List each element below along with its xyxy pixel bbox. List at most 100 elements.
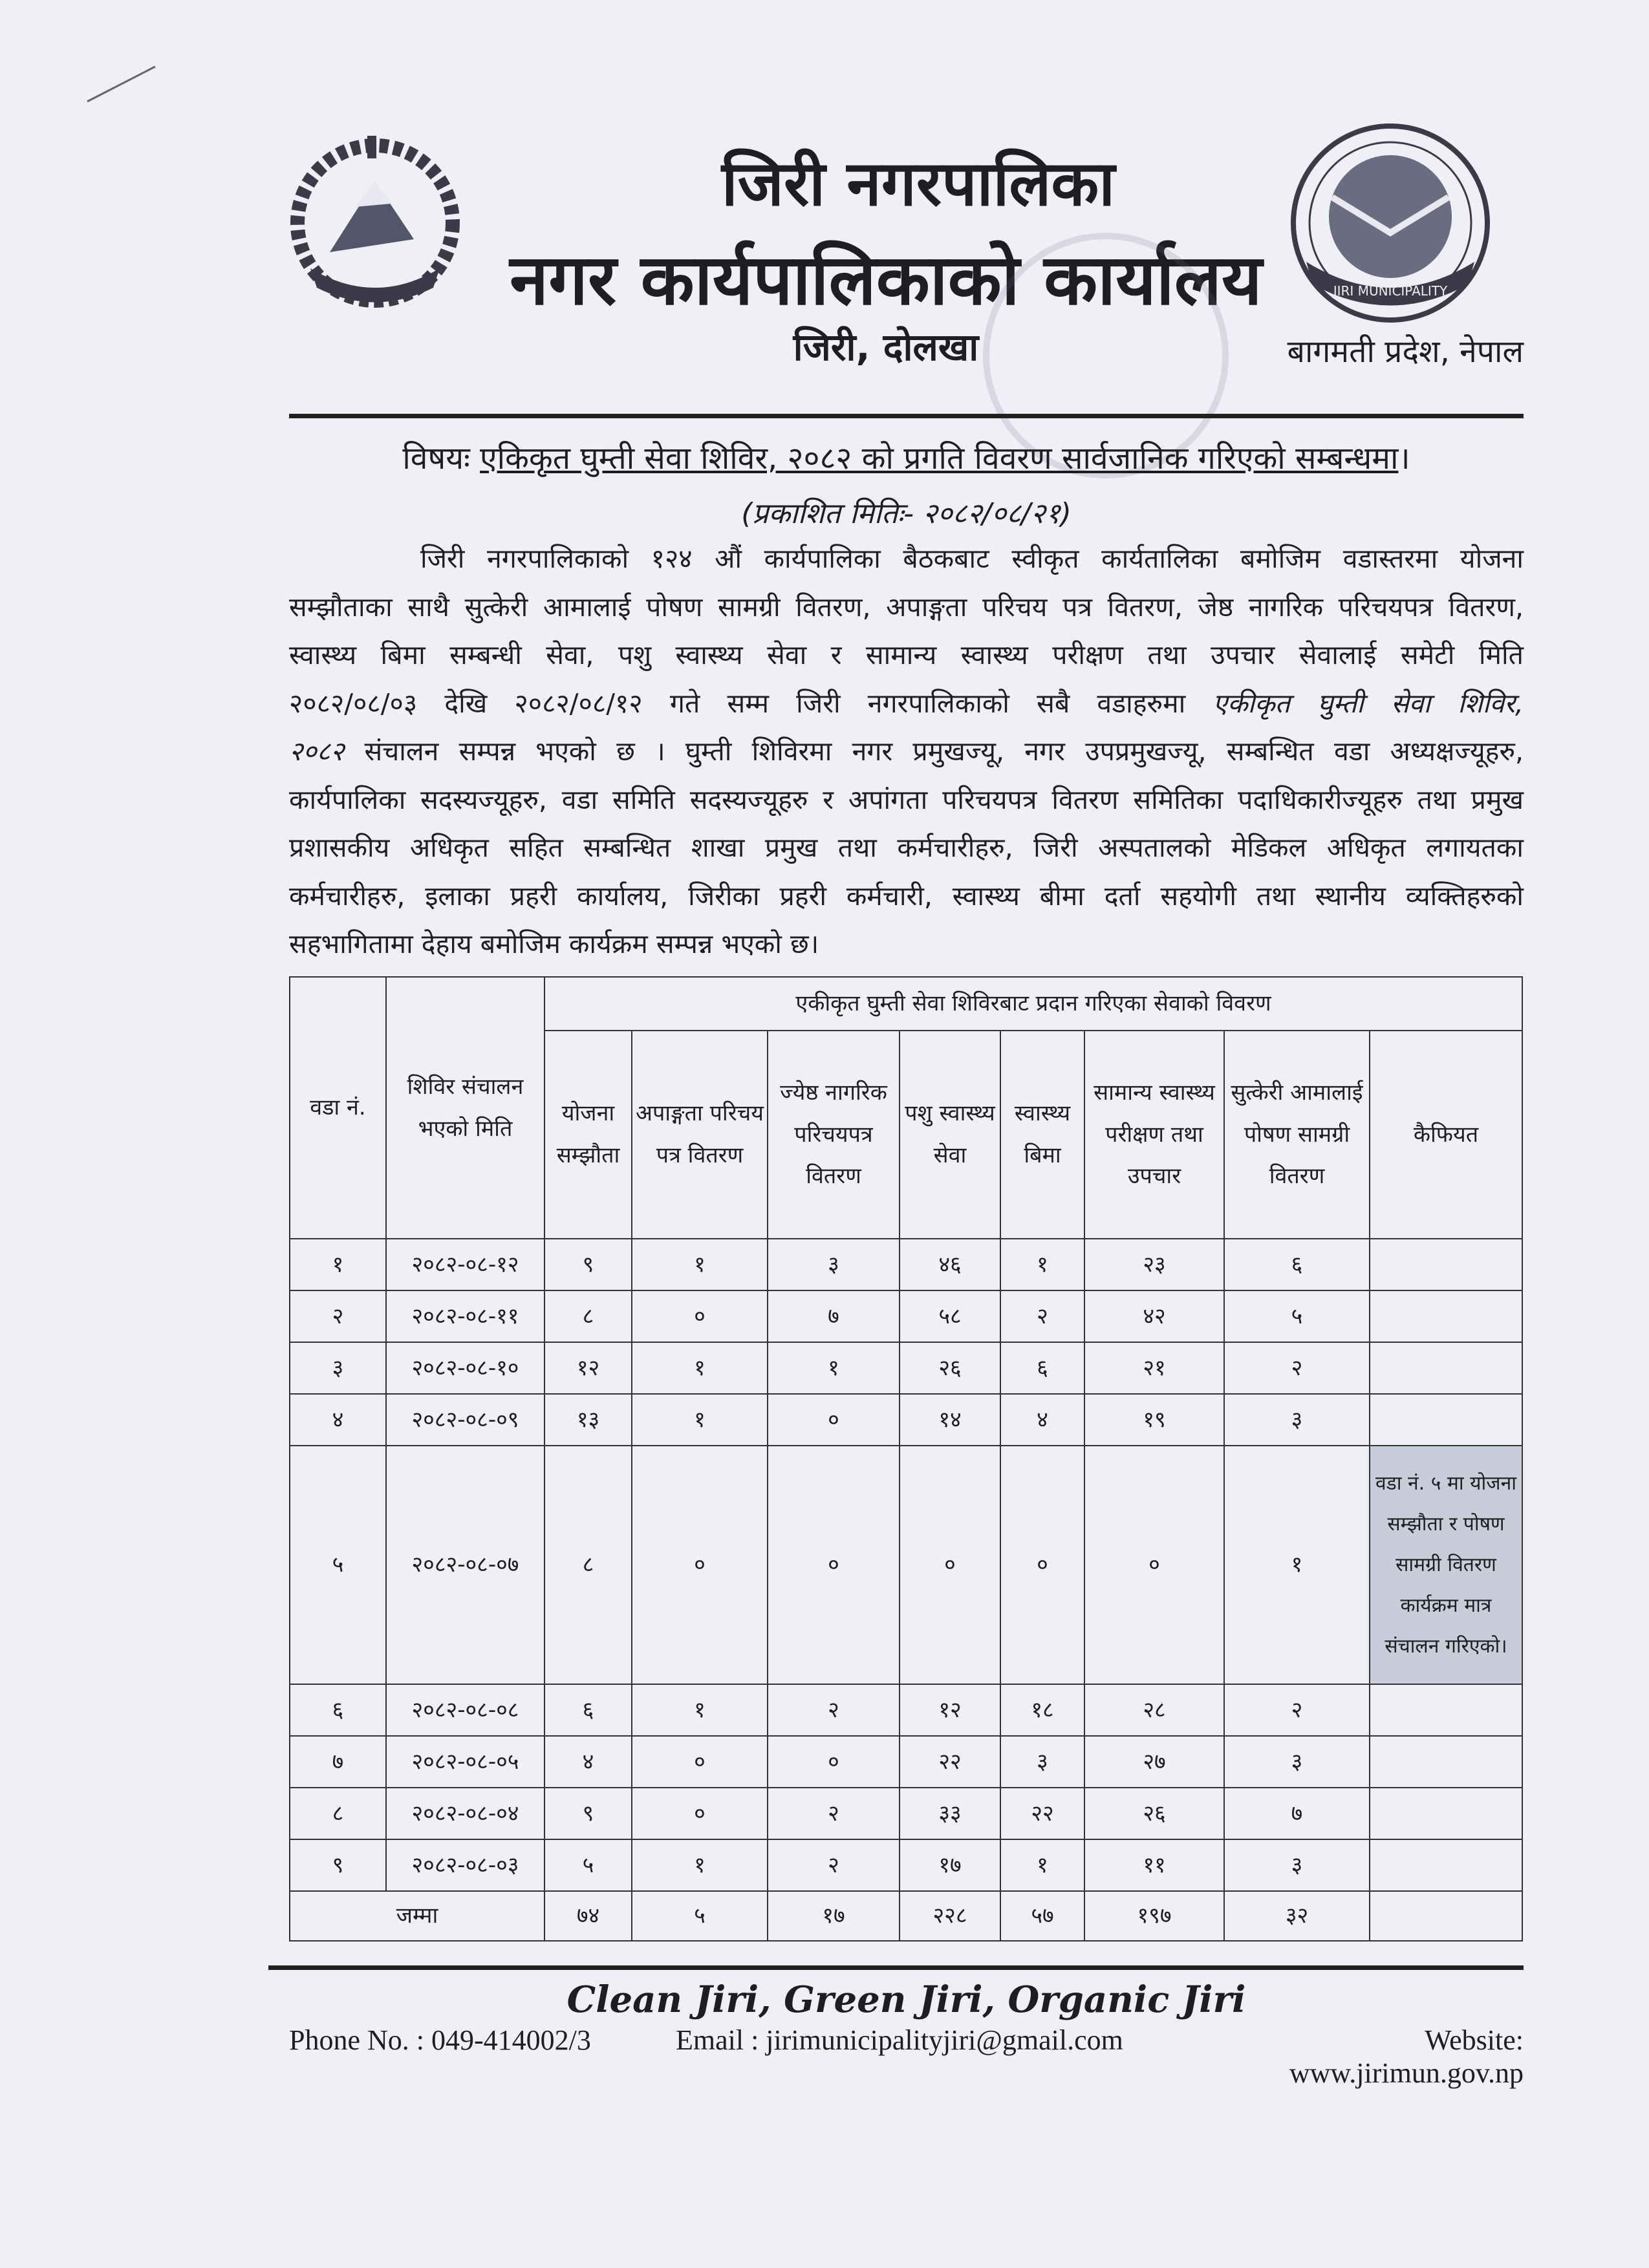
service-count: ३ <box>1223 1393 1370 1446</box>
body-text: सहभागितामा देहाय बमोजिम कार्यक्रम सम्पन्… <box>289 928 819 959</box>
camp-date: २०८२-०८-०७ <box>385 1445 545 1685</box>
table-row: १ २०८२-०८-१२ ९ १ ३ ४६ १ २३ ६ <box>289 1238 1523 1291</box>
municipality-name: जिरी नगरपालिका <box>721 147 1116 220</box>
service-count: ११ <box>1084 1839 1225 1892</box>
footer-divider <box>268 1965 1524 1970</box>
ward-number: ७ <box>289 1735 387 1788</box>
service-count: ० <box>1084 1445 1225 1685</box>
service-count: ३ <box>1223 1735 1370 1788</box>
service-count: २ <box>1000 1290 1085 1343</box>
office-location: जिरी, दोलखा <box>793 325 979 369</box>
table-row: ९ २०८२-०८-०३ ५ १ २ १७ १ ११ ३ <box>289 1839 1523 1892</box>
subject-text: एकिकृत घुम्ती सेवा शिविर, २०८२ को प्रगति… <box>480 440 1399 476</box>
body-text: जिरी नगरपालिकाको १२४ औं कार्यपालिका बैठक… <box>420 543 1524 574</box>
phone-number: Phone No. : 049-414002/3 <box>289 2024 591 2056</box>
service-count: २ <box>767 1839 900 1892</box>
service-count: ४ <box>1000 1393 1085 1446</box>
total-count: ३२ <box>1223 1890 1370 1942</box>
remarks <box>1369 1238 1523 1291</box>
nepal-emblem-logo <box>290 136 460 308</box>
service-summary-table: वडा नं. शिविर संचालन भएको मिति एकीकृत घु… <box>289 976 1523 1942</box>
service-count: ० <box>1000 1445 1085 1685</box>
header-divider <box>289 414 1524 418</box>
remarks <box>1369 1290 1523 1343</box>
service-count: २१ <box>1084 1342 1225 1395</box>
service-count: ९ <box>544 1238 632 1291</box>
body-text: संचालन सम्पन्न भएको छ । घुम्ती शिविरमा न… <box>344 736 1524 767</box>
table-row: ७ २०८२-०८-०५ ४ ० ० २२ ३ २७ ३ <box>289 1735 1523 1788</box>
camp-date: २०८२-०८-१२ <box>385 1238 545 1291</box>
body-line: २०८२ संचालन सम्पन्न भएको छ । घुम्ती शिवि… <box>289 733 1524 769</box>
col-service: सामान्य स्वास्थ्य परीक्षण तथा उपचार <box>1084 1030 1225 1239</box>
total-count: १९७ <box>1084 1890 1225 1942</box>
col-service: ज्येष्ठ नागरिक परिचयपत्र वितरण <box>767 1030 900 1239</box>
total-row: जम्मा ७४ ५ १७ २२८ ५७ १९७ ३२ <box>289 1890 1523 1942</box>
body-line: कार्यपालिका सदस्यज्यूहरु, वडा समिति सदस्… <box>289 781 1524 817</box>
col-service: स्वास्थ्य बिमा <box>1000 1030 1085 1239</box>
service-count: ९ <box>544 1787 632 1840</box>
service-count: ३ <box>1223 1839 1370 1892</box>
col-ward: वडा नं. <box>289 976 387 1239</box>
service-count: ४२ <box>1084 1290 1225 1343</box>
remarks <box>1369 1684 1523 1737</box>
table-row: ४ २०८२-०८-०९ १३ १ ० १४ ४ १९ ३ <box>289 1393 1523 1446</box>
emphasized-text: एकीकृत घुम्ती सेवा शिविर, <box>1212 687 1524 719</box>
website-address: Website: www.jirimun.gov.np <box>1289 2024 1524 2089</box>
body-text: प्रशासकीय अधिकृत सहित सम्बन्धित शाखा प्र… <box>289 832 1524 863</box>
service-count: ० <box>631 1445 768 1685</box>
service-count: १२ <box>899 1684 1001 1737</box>
service-count: १७ <box>899 1839 1001 1892</box>
service-count: ५ <box>1223 1290 1370 1343</box>
service-count: ० <box>767 1393 900 1446</box>
service-count: ० <box>631 1735 768 1788</box>
logo-text: JIRI MUNICIPALITY <box>1332 283 1448 299</box>
camp-date: २०८२-०८-०३ <box>385 1839 545 1892</box>
service-count: १९ <box>1084 1393 1225 1446</box>
service-count: ३३ <box>899 1787 1001 1840</box>
subject-prefix: विषयः <box>402 440 470 476</box>
service-count: २६ <box>899 1342 1001 1395</box>
col-service: पशु स्वास्थ्य सेवा <box>899 1030 1001 1239</box>
col-service: अपाङ्गता परिचय पत्र वितरण <box>631 1030 768 1239</box>
jiri-municipality-logo: JIRI MUNICIPALITY <box>1291 123 1490 323</box>
service-count: २७ <box>1084 1735 1225 1788</box>
remarks <box>1369 1393 1523 1446</box>
total-count: २२८ <box>899 1890 1001 1942</box>
body-text: कार्यपालिका सदस्यज्यूहरु, वडा समिति सदस्… <box>289 784 1524 815</box>
ward-number: ४ <box>289 1393 387 1446</box>
remarks: वडा नं. ५ मा योजना सम्झौता र पोषण सामग्र… <box>1369 1445 1523 1685</box>
service-count: ० <box>899 1445 1001 1685</box>
service-count: २ <box>767 1787 900 1840</box>
service-count: २२ <box>899 1735 1001 1788</box>
col-service: योजना सम्झौता <box>544 1030 632 1239</box>
service-count: १२ <box>544 1342 632 1395</box>
service-count: १ <box>631 1684 768 1737</box>
table-row: ३ २०८२-०८-१० १२ १ १ २६ ६ २१ २ <box>289 1342 1523 1395</box>
table-row: ६ २०८२-०८-०८ ६ १ २ १२ १८ २८ २ <box>289 1684 1523 1737</box>
body-line: सहभागितामा देहाय बमोजिम कार्यक्रम सम्पन्… <box>289 925 1524 961</box>
service-count: २ <box>1223 1342 1370 1395</box>
remarks <box>1369 1787 1523 1840</box>
col-service: सुत्केरी आमालाई पोषण सामग्री वितरण <box>1223 1030 1370 1239</box>
subject-suffix: । <box>1398 440 1410 476</box>
ward-number: ५ <box>289 1445 387 1685</box>
camp-date: २०८२-०८-११ <box>385 1290 545 1343</box>
body-text: २०८२/०८/०३ देखि २०८२/०८/१२ गते सम्म जिरी… <box>289 687 1213 719</box>
total-count: ७४ <box>544 1890 632 1942</box>
total-label: जम्मा <box>289 1890 545 1942</box>
slogan: Clean Jiri, Green Jiri, Organic Jiri <box>566 1978 1246 2021</box>
pen-mark <box>87 65 156 103</box>
table-row: ८ २०८२-०८-०४ ९ ० २ ३३ २२ २६ ७ <box>289 1787 1523 1840</box>
service-count: १ <box>1223 1445 1370 1685</box>
col-date: शिविर संचालन भएको मिति <box>385 976 545 1239</box>
service-count: ३ <box>1000 1735 1085 1788</box>
service-count: १८ <box>1000 1684 1085 1737</box>
service-count: ० <box>631 1290 768 1343</box>
service-count: १ <box>1000 1839 1085 1892</box>
service-count: १ <box>631 1342 768 1395</box>
published-date: (प्रकाशित मितिः- २०८२/०८/२१) <box>741 497 1072 530</box>
service-count: ५ <box>544 1839 632 1892</box>
ward-number: ६ <box>289 1684 387 1737</box>
service-count: २८ <box>1084 1684 1225 1737</box>
ward-number: १ <box>289 1238 387 1291</box>
